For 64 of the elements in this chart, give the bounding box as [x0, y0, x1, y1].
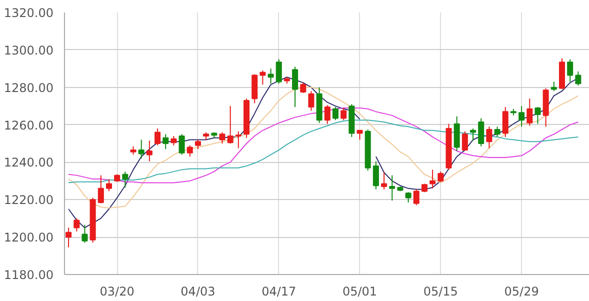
line-series [68, 120, 579, 184]
candlestick [340, 107, 347, 121]
candlestick [178, 134, 185, 156]
x-tick-label: 03/20 [100, 284, 134, 298]
candlestick [486, 126, 492, 149]
candlestick [462, 130, 468, 151]
candlestick [381, 172, 388, 190]
candlestick [219, 132, 226, 144]
candlestick [82, 224, 88, 244]
candlestick [534, 106, 541, 124]
candlestick [413, 188, 420, 206]
candlestick [389, 174, 396, 202]
candlestick [332, 106, 338, 121]
candlestick [252, 74, 258, 104]
candlestick [227, 106, 234, 144]
y-tick-label: 1200.00 [4, 230, 54, 245]
candlestick [292, 66, 298, 108]
candlestick [478, 118, 484, 147]
candlestick [66, 227, 72, 248]
y-tick-label: 1320.00 [4, 6, 54, 20]
line-series [68, 107, 579, 184]
candlestick [526, 98, 533, 126]
y-tick-label: 1180.00 [4, 268, 54, 282]
candlestick [146, 140, 152, 162]
y-tick-label: 1240.00 [4, 156, 54, 170]
candlestick [268, 68, 274, 84]
candlestick [154, 128, 161, 146]
candlestick [308, 90, 314, 112]
candlestick [567, 58, 574, 82]
candlestick [430, 169, 436, 189]
y-tick-label: 1280.00 [4, 80, 54, 95]
candlestick [550, 81, 557, 92]
y-tick-label: 1300.00 [4, 43, 54, 58]
candlestick [438, 171, 444, 182]
y-tick-label: 1220.00 [4, 193, 54, 208]
candlestick [186, 144, 193, 158]
candlestick [170, 136, 177, 146]
candlestick [454, 116, 460, 152]
candlestick [122, 171, 128, 188]
candlestick [162, 134, 169, 150]
candlestick [74, 218, 80, 232]
candlestick [470, 128, 476, 142]
candlestick [575, 70, 582, 86]
candlestick [405, 192, 412, 203]
x-tick-label: 04/17 [262, 284, 296, 298]
candlestick [138, 139, 144, 159]
candlestick [494, 126, 500, 138]
candlestick [235, 130, 242, 149]
candlestick [372, 160, 379, 190]
candlestick [106, 178, 112, 192]
candlestick [518, 106, 525, 128]
y-tick-label: 1260.00 [4, 118, 54, 132]
candlestick [194, 139, 201, 150]
x-tick-label: 05/01 [342, 284, 378, 298]
candlestick [356, 130, 363, 140]
x-tick-label: 05/15 [423, 284, 458, 298]
candlestick [98, 174, 104, 204]
candlestick [324, 104, 330, 124]
candlestick [300, 82, 306, 94]
candlestick [276, 58, 282, 84]
candlestick [260, 70, 266, 86]
x-tick-label: 04/03 [180, 284, 216, 298]
x-tick-label: 05/29 [504, 284, 539, 298]
candlestick [502, 106, 508, 138]
